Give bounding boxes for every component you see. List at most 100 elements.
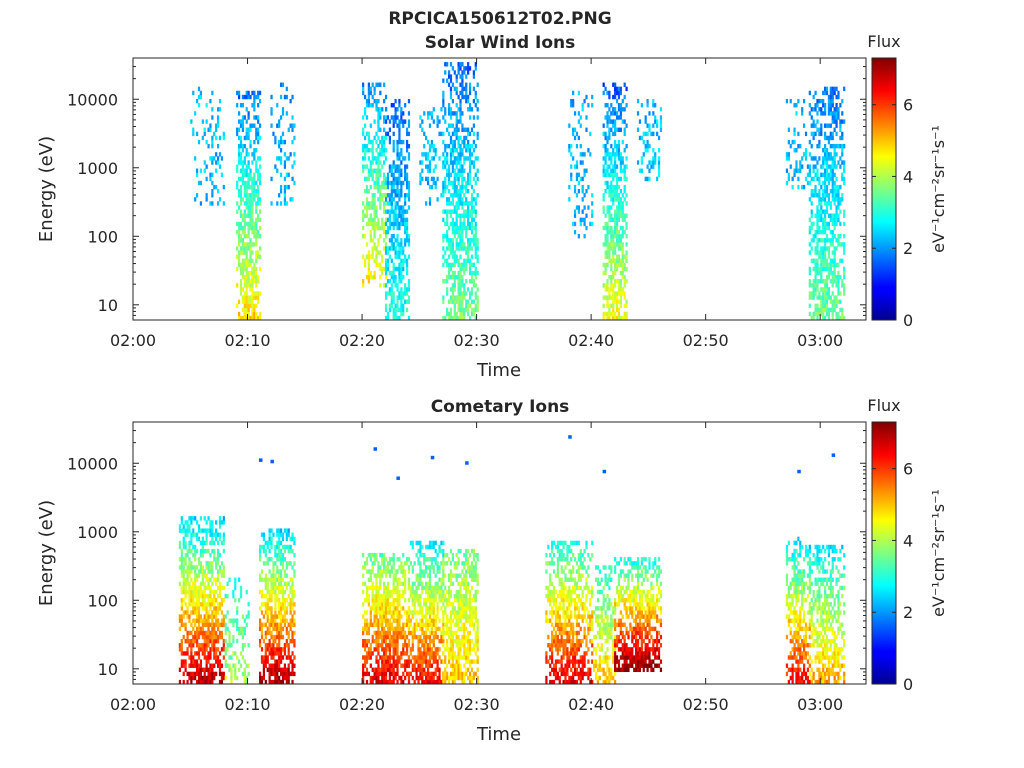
heatmap-cell: [812, 94, 815, 100]
heatmap-cell: [379, 274, 382, 280]
heatmap-cell: [394, 671, 397, 677]
heatmap-cell: [468, 103, 472, 108]
heatmap-cell: [833, 274, 836, 280]
heatmap-cell: [373, 209, 376, 214]
heatmap-cell: [377, 107, 380, 112]
heatmap-cell: [822, 315, 825, 321]
heatmap-cell: [827, 164, 831, 169]
heatmap-cell: [381, 148, 384, 153]
heatmap-cell: [192, 655, 195, 660]
heatmap-cell: [394, 238, 397, 243]
heatmap-cell: [820, 246, 823, 251]
heatmap-cell: [602, 90, 605, 96]
heatmap-cell: [404, 258, 407, 263]
heatmap-cell: [818, 131, 821, 137]
heatmap-cell: [468, 238, 472, 243]
heatmap-cell: [194, 573, 197, 578]
heatmap-cell: [619, 160, 622, 165]
heatmap-cell: [239, 630, 243, 636]
heatmap-cell: [207, 675, 210, 681]
heatmap-cell: [400, 311, 403, 317]
heatmap-cell: [276, 651, 279, 656]
heatmap-cell: [362, 630, 365, 636]
heatmap-cell: [384, 115, 388, 120]
heatmap-cell: [255, 238, 258, 243]
heatmap-cell: [234, 671, 237, 677]
heatmap-cell: [211, 540, 214, 546]
heatmap-cell: [623, 262, 626, 268]
heatmap-cell: [279, 581, 283, 587]
heatmap-cell: [404, 229, 407, 235]
heatmap-cell: [453, 287, 456, 292]
heatmap-cell: [213, 622, 216, 627]
heatmap-cell: [394, 630, 397, 636]
heatmap-cell: [392, 279, 395, 284]
heatmap-cell: [197, 622, 201, 627]
heatmap-cell: [396, 180, 399, 186]
heatmap-cell: [249, 279, 252, 284]
heatmap-cell: [467, 258, 470, 263]
heatmap-cell: [375, 107, 378, 112]
heatmap-cell: [402, 565, 405, 570]
heatmap-cell: [390, 626, 393, 632]
heatmap-cell: [606, 135, 609, 141]
heatmap-cell: [623, 213, 626, 218]
heatmap-cell: [201, 569, 204, 574]
heatmap-cell: [194, 548, 197, 554]
heatmap-cell: [455, 131, 458, 137]
heatmap-cell: [239, 279, 243, 284]
heatmap-cell: [243, 193, 246, 198]
heatmap-cell: [396, 598, 399, 603]
heatmap-cell: [604, 295, 607, 300]
heatmap-cell: [392, 626, 395, 632]
heatmap-cell: [383, 638, 386, 644]
heatmap-cell: [606, 184, 609, 190]
heatmap-cell: [474, 225, 477, 231]
heatmap-cell: [205, 638, 208, 644]
heatmap-cell: [812, 156, 815, 161]
heatmap-cell: [814, 279, 817, 284]
heatmap-cell: [650, 131, 653, 137]
heatmap-cell: [274, 675, 277, 681]
heatmap-cell: [272, 581, 275, 587]
heatmap-cell: [213, 651, 216, 656]
heatmap-cell: [402, 573, 405, 578]
heatmap-cell: [467, 209, 470, 214]
heatmap-cell: [470, 287, 474, 292]
heatmap-cell: [188, 589, 191, 595]
heatmap-cell: [612, 119, 615, 124]
heatmap-cell: [612, 107, 615, 112]
heatmap-cell: [797, 168, 800, 173]
heatmap-cell: [812, 238, 815, 243]
heatmap-cell: [205, 602, 208, 607]
heatmap-cell: [213, 156, 216, 161]
heatmap-cell: [199, 663, 203, 668]
heatmap-cell: [646, 176, 649, 182]
heatmap-cell: [258, 315, 262, 321]
heatmap-cell: [192, 663, 195, 668]
heatmap-cell: [197, 598, 201, 603]
heatmap-cell: [371, 651, 374, 656]
heatmap-cell: [253, 274, 256, 280]
heatmap-cell: [459, 98, 462, 104]
heatmap-cell: [461, 242, 464, 247]
heatmap-cell: [463, 225, 466, 231]
heatmap-cell: [476, 287, 479, 292]
heatmap-cell: [192, 532, 195, 537]
heatmap-cell: [617, 262, 621, 268]
heatmap-cell: [614, 270, 617, 276]
heatmap-cell: [615, 217, 619, 223]
heatmap-cell: [825, 135, 829, 141]
heatmap-cell: [396, 193, 399, 198]
heatmap-cell: [266, 540, 269, 546]
heatmap-cell: [184, 585, 187, 591]
heatmap-cell: [249, 139, 252, 145]
heatmap-cell: [281, 655, 285, 660]
heatmap-cell: [623, 148, 626, 153]
heatmap-cell: [362, 86, 365, 92]
heatmap-cell: [825, 160, 829, 165]
heatmap-cell: [216, 618, 220, 623]
heatmap-cell: [392, 655, 395, 660]
heatmap-cell: [467, 107, 470, 112]
